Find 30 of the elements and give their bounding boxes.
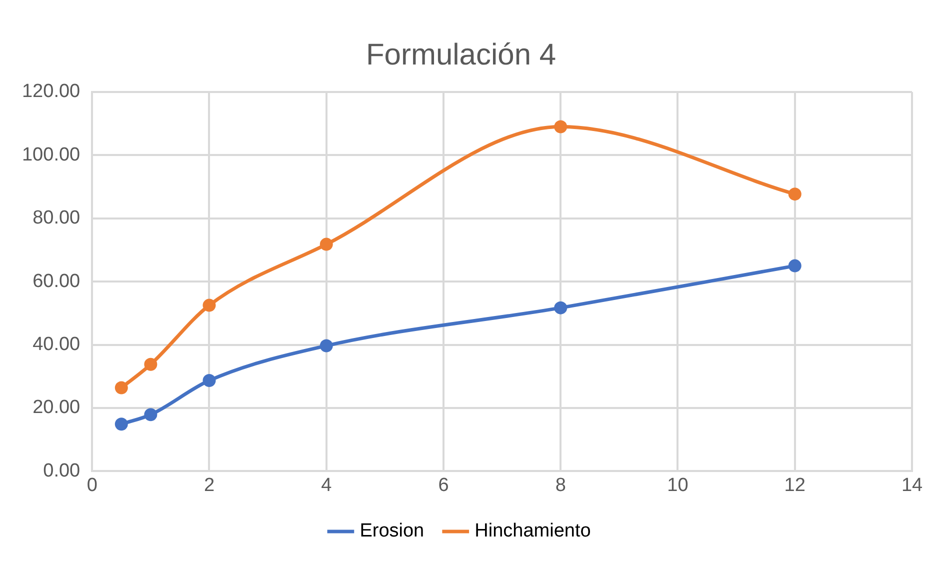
point <box>554 301 568 314</box>
y-tick-label: 40.00 <box>32 334 80 356</box>
point <box>788 259 802 272</box>
point <box>114 381 128 394</box>
legend-label: Erosion <box>360 520 424 542</box>
point <box>144 408 158 422</box>
y-tick-label: 100.00 <box>22 144 80 166</box>
point <box>788 188 802 201</box>
x-tick-label: 2 <box>204 474 215 496</box>
y-tick-label: 60.00 <box>32 270 80 292</box>
x-tick-label: 0 <box>86 474 98 496</box>
y-tick-label: 80.00 <box>32 208 80 229</box>
point <box>114 418 128 431</box>
x-tick-label: 12 <box>784 474 806 496</box>
y-tick-label: 120.00 <box>22 81 80 102</box>
x-tick-label: 6 <box>438 474 449 496</box>
x-tick-label: 4 <box>321 474 332 496</box>
x-tick-label: 14 <box>901 474 923 496</box>
y-tick-label: 0.00 <box>43 460 80 482</box>
x-tick-label: 10 <box>667 474 688 496</box>
legend-label: Hinchamiento <box>474 520 591 542</box>
point <box>320 339 333 352</box>
point <box>554 120 568 134</box>
point <box>320 238 333 251</box>
chart-title: Formulación 4 <box>366 38 556 72</box>
x-tick-label: 8 <box>555 474 566 496</box>
y-tick-label: 20.00 <box>32 397 80 418</box>
point <box>144 358 158 371</box>
point <box>202 374 216 388</box>
point <box>202 298 216 312</box>
